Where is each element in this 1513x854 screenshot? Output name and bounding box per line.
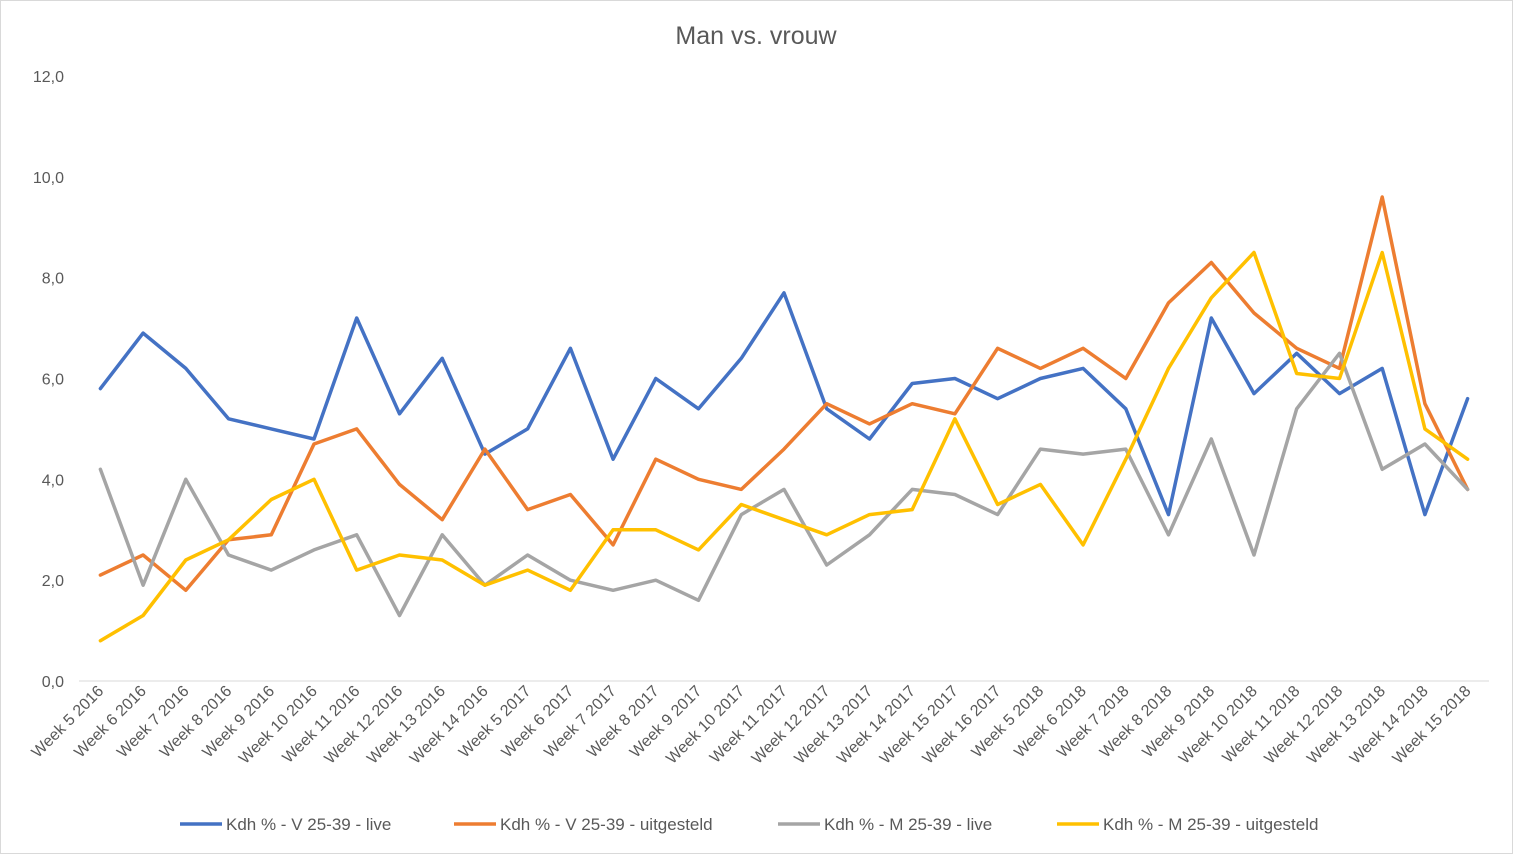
legend-label-4: Kdh % - M 25-39 - uitgesteld <box>1103 815 1318 834</box>
legend: Kdh % - V 25-39 - live Kdh % - V 25-39 - … <box>180 815 1318 834</box>
series-line-4 <box>98 250 1470 643</box>
y-tick-label: 2,0 <box>42 573 64 590</box>
series-layer <box>98 195 1470 643</box>
legend-label-3: Kdh % - M 25-39 - live <box>824 815 992 834</box>
series-line-1 <box>98 291 1470 517</box>
series-line-2 <box>98 195 1470 593</box>
legend-label-2: Kdh % - V 25-39 - uitgesteld <box>500 815 713 834</box>
y-tick-label: 0,0 <box>42 674 64 691</box>
legend-label-1: Kdh % - V 25-39 - live <box>226 815 391 834</box>
y-tick-label: 8,0 <box>42 271 64 288</box>
y-tick-label: 4,0 <box>42 472 64 489</box>
y-axis-tick-labels: 0,0 2,0 4,0 6,0 8,0 10,0 12,0 <box>33 69 64 691</box>
y-tick-label: 12,0 <box>33 69 64 86</box>
chart-title: Man vs. vrouw <box>675 22 837 50</box>
series-line-3 <box>98 351 1470 618</box>
y-tick-label: 10,0 <box>33 170 64 187</box>
y-tick-label: 6,0 <box>42 372 64 389</box>
